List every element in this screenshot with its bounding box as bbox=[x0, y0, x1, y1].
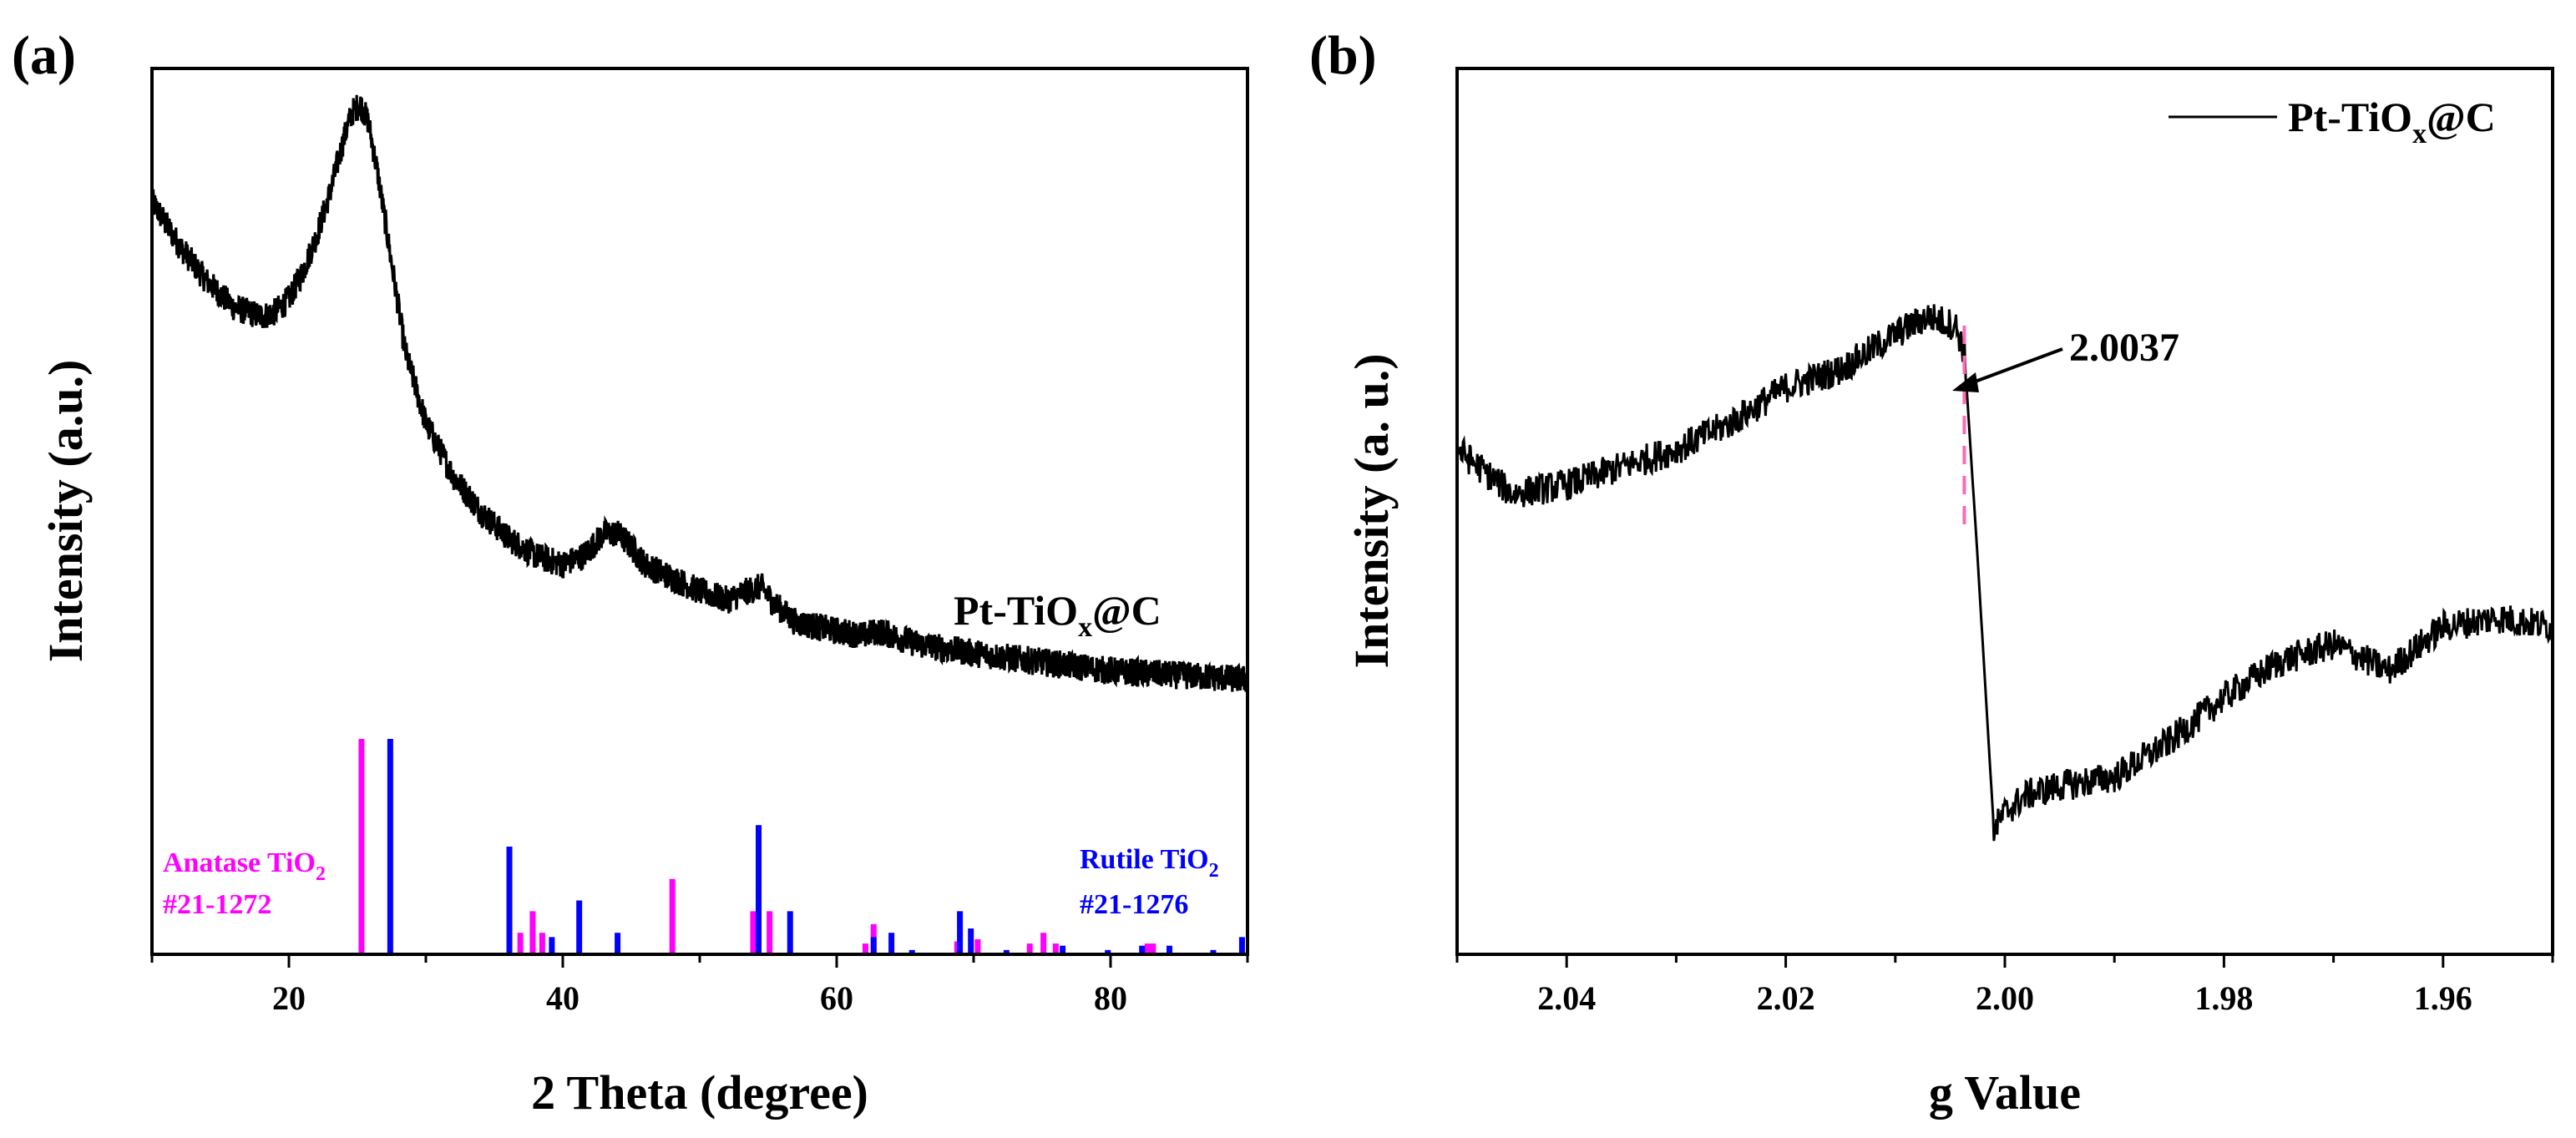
y-axis-title: Intensity (a.u.) bbox=[38, 360, 93, 663]
plot-a-frame bbox=[150, 67, 1249, 956]
x-tick-label: 80 bbox=[1094, 979, 1127, 1017]
x-tick-label: 1.96 bbox=[2414, 979, 2472, 1017]
legend-label-tail: @C bbox=[2427, 94, 2496, 140]
x-tick-label: 2.02 bbox=[1757, 979, 1815, 1017]
panel-a-label: (a) bbox=[12, 25, 76, 86]
rutile-card: #21-1276 bbox=[1080, 889, 1188, 920]
panel-a-xrd-chart: (a) 20 40 60 80 2 Theta (degree) Intensity … bbox=[12, 25, 1249, 1120]
legend: Pt-TiOx@C bbox=[2169, 94, 2496, 149]
legend-label-main: Pt-TiO bbox=[2288, 94, 2412, 140]
panel-b-label: (b) bbox=[1309, 25, 1377, 86]
series-label-sub: x bbox=[1078, 612, 1092, 643]
rutile-label-main: Rutile TiO bbox=[1080, 844, 1209, 875]
x-axis-title: g Value bbox=[1929, 1065, 2081, 1120]
x-axis-ticks: 20 40 60 80 bbox=[150, 954, 1249, 1017]
rutile-legend: Rutile TiO2 #21-1276 bbox=[1080, 844, 1219, 920]
series-label: Pt-TiOx@C bbox=[954, 587, 1161, 643]
g-value-label: 2.0037 bbox=[2069, 326, 2179, 370]
annotation-arrowhead bbox=[1952, 372, 1979, 392]
epr-series bbox=[1455, 304, 2554, 842]
legend-label: Pt-TiOx@C bbox=[2288, 94, 2496, 149]
anatase-legend: Anatase TiO2 #21-1272 bbox=[163, 847, 326, 920]
plot-b-frame bbox=[1455, 67, 2554, 956]
xrd-series bbox=[150, 94, 1249, 692]
series-label-main: Pt-TiO bbox=[954, 587, 1078, 634]
x-tick-label: 1.98 bbox=[2194, 979, 2253, 1017]
g-value-annotation: 2.0037 bbox=[1952, 326, 2179, 534]
epr-line bbox=[1455, 304, 2554, 842]
anatase-label-sub: 2 bbox=[316, 863, 326, 885]
x-axis-title: 2 Theta (degree) bbox=[531, 1065, 868, 1120]
annotation-arrow bbox=[1963, 347, 2063, 387]
x-tick-label: 2.00 bbox=[1976, 979, 2034, 1017]
anatase-card: #21-1272 bbox=[163, 889, 271, 920]
x-tick-label: 40 bbox=[546, 979, 579, 1017]
panel-b-epr-chart: (b) 2.04 2.02 2.00 1.98 1.96 g Value Intensi… bbox=[1309, 25, 2554, 1120]
rutile-label: Rutile TiO2 bbox=[1080, 844, 1219, 882]
series-label-tail: @C bbox=[1092, 587, 1161, 634]
y-axis-title: Intensity (a. u.) bbox=[1344, 353, 1399, 668]
x-axis-ticks: 2.04 2.02 2.00 1.98 1.96 bbox=[1455, 954, 2554, 1017]
rutile-label-sub: 2 bbox=[1209, 860, 1219, 882]
x-tick-label: 60 bbox=[820, 979, 853, 1017]
anatase-label-main: Anatase TiO bbox=[163, 847, 316, 878]
x-tick-label: 2.04 bbox=[1537, 979, 1596, 1017]
reference-patterns bbox=[358, 739, 1245, 954]
anatase-label: Anatase TiO2 bbox=[163, 847, 326, 885]
xrd-line bbox=[150, 94, 1249, 692]
x-tick-label: 20 bbox=[272, 979, 306, 1017]
legend-label-sub: x bbox=[2412, 119, 2427, 149]
